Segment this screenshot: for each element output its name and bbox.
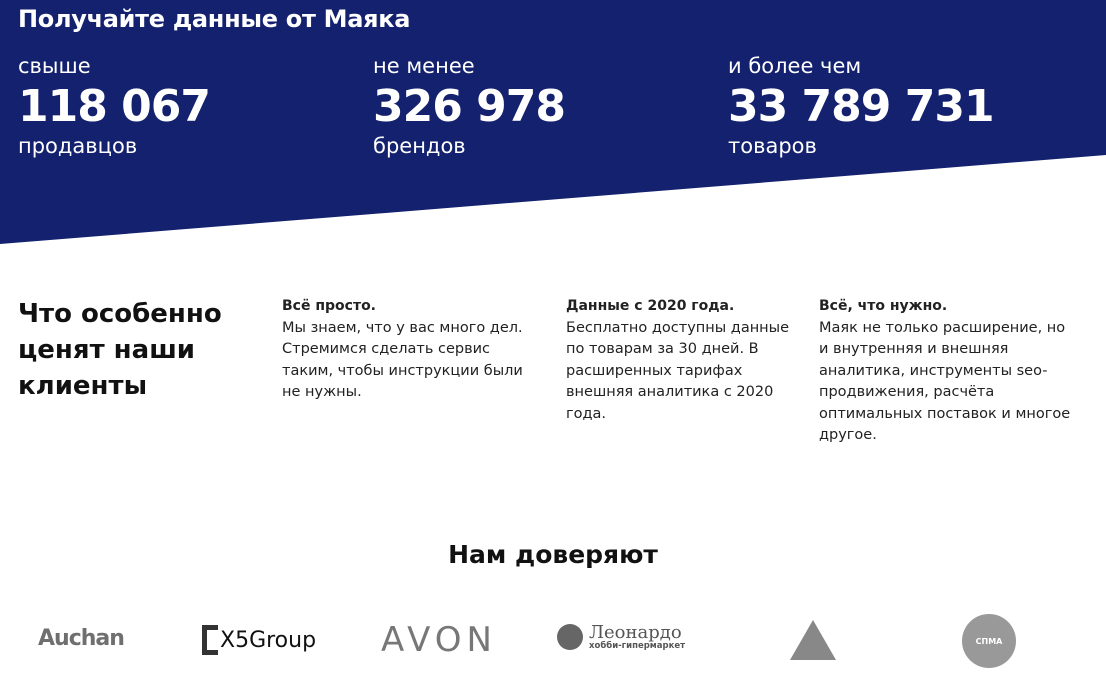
stat-prefix: свыше (18, 54, 91, 78)
feature-text: Бесплатно доступны данные по товарам за … (566, 319, 790, 422)
stat-value: 118 067 (18, 81, 211, 132)
leonardo-logo: Леонардо хобби-гипермаркет (557, 624, 685, 651)
avon-logo: AVON (381, 620, 497, 660)
stat-products: и более чем 33 789 731 товаров (728, 52, 995, 158)
stat-suffix: продавцов (18, 134, 138, 158)
feature-simple: Всё просто. Мы знаем, что у вас много де… (282, 296, 532, 404)
stat-value: 326 978 (373, 81, 566, 132)
leonardo-text: Леонардо (589, 622, 682, 643)
stat-value: 33 789 731 (728, 81, 995, 132)
feature-text: Мы знаем, что у вас много дел. Стремимся… (282, 319, 523, 401)
spma-logo: СПМА (962, 614, 1016, 668)
leonardo-palette-icon (557, 624, 583, 651)
stat-sellers: свыше 118 067 продавцов (18, 52, 211, 158)
x5group-logo: X5Group (202, 620, 316, 660)
x5group-text: X5Group (220, 627, 317, 653)
stat-prefix: не менее (373, 54, 475, 78)
stat-prefix: и более чем (728, 54, 862, 78)
leroy-merlin-triangle-icon (790, 620, 836, 660)
stat-suffix: брендов (373, 134, 466, 158)
feature-title: Данные с 2020 года. (566, 298, 735, 314)
leonardo-subtitle: хобби-гипермаркет (589, 641, 686, 651)
stat-brands: не менее 326 978 брендов (373, 52, 566, 158)
feature-title: Всё, что нужно. (819, 298, 948, 314)
features-heading: Что особенно ценят наши клиенты (18, 299, 222, 401)
stat-suffix: товаров (728, 134, 817, 158)
feature-everything: Всё, что нужно. Маяк не только расширени… (819, 296, 1079, 447)
hero-title: Получайте данные от Маяка (18, 5, 411, 33)
feature-title: Всё просто. (282, 298, 377, 314)
trust-heading: Нам доверяют (448, 540, 658, 569)
auchan-logo: Auchan (38, 626, 125, 651)
feature-data: Данные с 2020 года. Бесплатно доступны д… (566, 296, 791, 425)
x5-mark-icon (202, 625, 218, 655)
leroy-merlin-logo (788, 616, 838, 662)
feature-text: Маяк не только расширение, но и внутренн… (819, 319, 1071, 444)
